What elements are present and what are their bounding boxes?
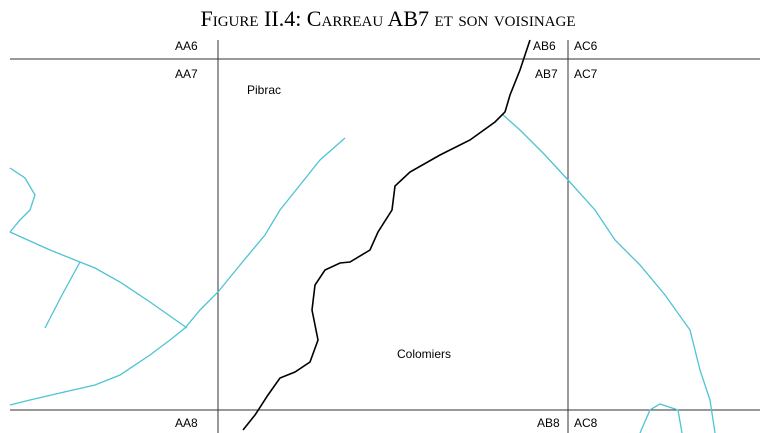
river [9,167,36,233]
tile-label: AB6 [533,39,556,53]
road [242,39,531,431]
tile-label: AC7 [574,67,598,81]
tile-label: AA6 [175,39,198,53]
tile-label: AB7 [535,67,558,81]
river [501,113,716,433]
figure-title: Figure II.4: Carreau AB7 et son voisinag… [200,6,575,31]
tile-label: AA7 [175,67,198,81]
tile-label: AC6 [574,39,598,53]
river [44,261,81,329]
town-label: Pibrac [247,83,281,97]
tile-label: AA8 [175,416,198,430]
river [9,231,188,329]
river [639,403,683,433]
river [9,137,346,406]
tile-label: AB8 [537,416,560,430]
town-label: Colomiers [397,347,451,361]
tile-label: AC8 [574,416,598,430]
